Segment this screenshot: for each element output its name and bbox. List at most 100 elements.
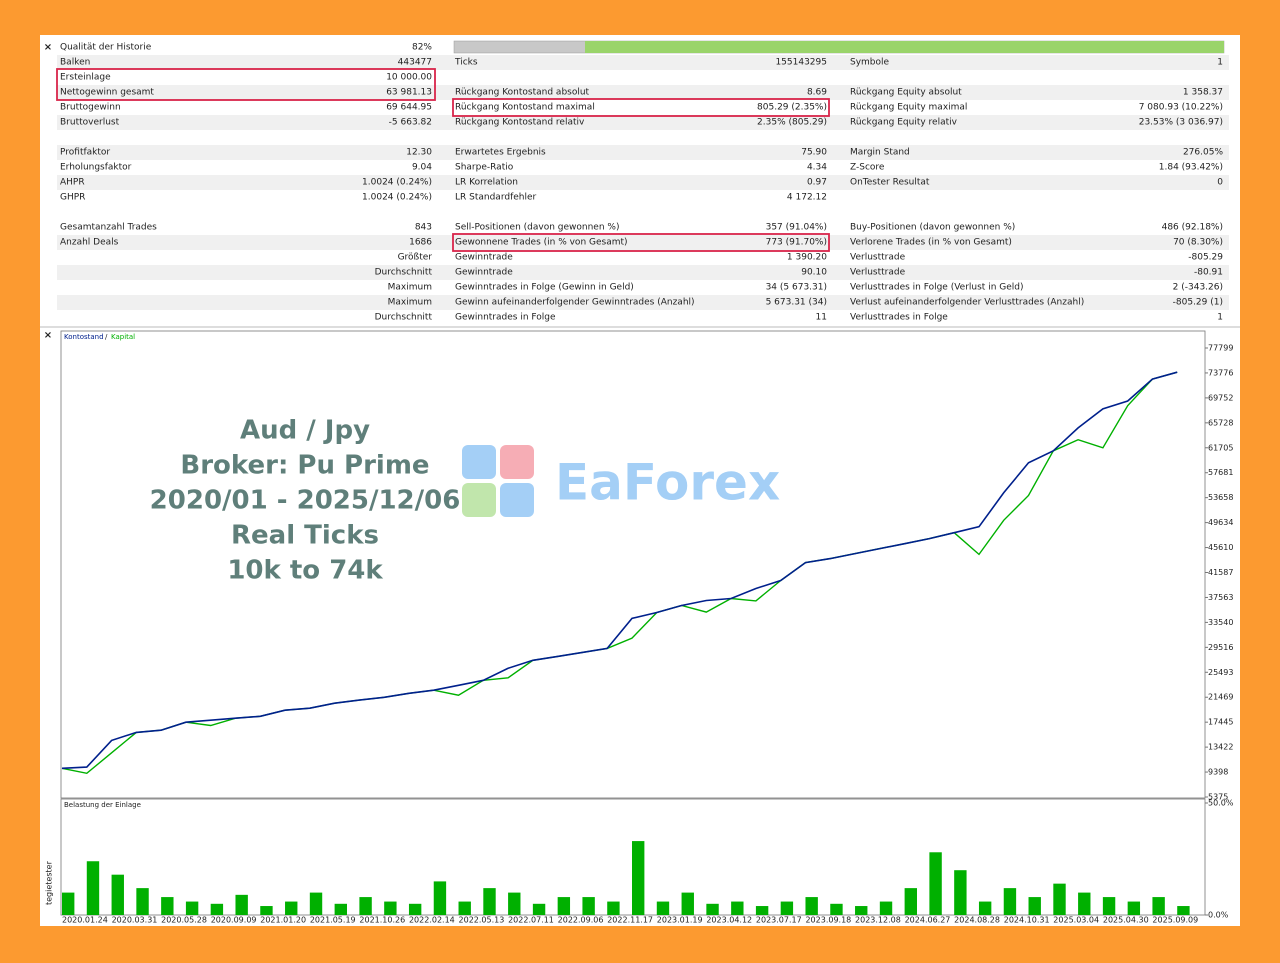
overlay-text: 2020/01 - 2025/12/06: [150, 486, 461, 516]
stat-label: Gewonnene Trades (in % von Gesamt): [455, 238, 628, 248]
row-shade: [57, 235, 1229, 250]
bar: [235, 894, 248, 915]
y-tick-label: 77799: [1208, 344, 1233, 353]
bar: [830, 903, 843, 915]
stat-label: Nettogewinn gesamt: [60, 88, 154, 98]
bar: [532, 903, 546, 915]
overlay-text: 10k to 74k: [227, 556, 383, 586]
stat-value: 69 644.95: [386, 103, 432, 113]
stat-label: Sharpe-Ratio: [455, 163, 514, 173]
stat-value: 75.90: [801, 148, 827, 158]
bar: [136, 888, 149, 915]
y-tick-label: 25493: [1208, 668, 1233, 677]
bar: [433, 881, 447, 915]
overlay-text: Aud / Jpy: [240, 416, 370, 446]
bar: [210, 903, 224, 915]
stat-value: 12.30: [406, 148, 432, 158]
bar: [285, 901, 298, 915]
stat-value: 70 (8.30%): [1173, 238, 1223, 248]
stat-value: 276.05%: [1183, 148, 1223, 158]
highlight-box: [452, 233, 830, 252]
y-tick-label: 5375: [1208, 793, 1228, 802]
bar: [161, 897, 174, 915]
stat-value: -80.91: [1194, 268, 1223, 278]
row-shade: [57, 265, 1229, 280]
y-tick-label: 17445: [1208, 718, 1233, 727]
stat-label: Rückgang Kontostand maximal: [455, 103, 595, 113]
x-tick-label: 2022.07.11: [508, 916, 554, 925]
bar: [1028, 897, 1041, 915]
legend-separator: /: [105, 333, 108, 341]
stat-label: Rückgang Kontostand absolut: [455, 88, 590, 98]
bar: [334, 903, 347, 915]
stat-value: 34 (5 673.31): [766, 283, 827, 293]
legend-entry: Kontostand: [64, 333, 104, 341]
y-tick-label: 37563: [1208, 593, 1233, 602]
stat-label: LR Korrelation: [455, 178, 518, 188]
stat-value: 2.35% (805.29): [757, 118, 827, 128]
overlay-text: Real Ticks: [231, 521, 379, 551]
bar: [731, 901, 744, 915]
x-tick-label: 2024.10.31: [1004, 916, 1050, 925]
bar: [111, 874, 124, 915]
bar: [1152, 897, 1165, 915]
stat-value: 443477: [398, 58, 432, 68]
stat-value: 8.69: [807, 88, 827, 98]
stat-value: -805.29: [1188, 253, 1223, 263]
stat-value: -805.29 (1): [1173, 298, 1223, 308]
bar: [805, 897, 818, 915]
stat-caption: Maximum: [388, 283, 432, 293]
y-tick-label: 0.0%: [1208, 911, 1229, 920]
stat-value: 2 (-343.26): [1173, 283, 1223, 293]
y-tick-label: 13422: [1208, 743, 1233, 752]
close-button[interactable]: ×: [44, 42, 52, 53]
bar: [632, 841, 645, 915]
stat-value: 805.29 (2.35%): [757, 103, 827, 113]
stat-label: Rückgang Equity absolut: [850, 88, 962, 98]
x-tick-label: 2022.05.13: [459, 916, 505, 925]
series-line: [61, 371, 1178, 770]
stat-value: 1 358.37: [1183, 88, 1223, 98]
stat-value: 357 (91.04%): [766, 223, 827, 233]
x-tick-label: 2021.05.19: [310, 916, 356, 925]
close-button[interactable]: ×: [44, 330, 52, 341]
x-tick-label: 2023.12.08: [855, 916, 901, 925]
stat-value: 0: [1217, 178, 1223, 188]
stat-label: Z-Score: [850, 163, 885, 173]
legend-entry: Kapital: [111, 333, 135, 341]
logo-text: EaForex: [555, 454, 780, 512]
stat-label: AHPR: [60, 178, 85, 188]
stat-label: Gewinntrades in Folge (Gewinn in Geld): [455, 283, 634, 293]
bar: [508, 892, 521, 915]
stat-label: Erholungsfaktor: [60, 163, 132, 173]
stat-label: Bruttogewinn: [60, 103, 121, 113]
stat-value: 11: [816, 313, 827, 323]
row-shade: [57, 55, 1229, 70]
x-tick-label: 2023.09.18: [805, 916, 851, 925]
stat-value: 1 390.20: [787, 253, 827, 263]
bar: [1177, 906, 1190, 915]
row-shade: [57, 115, 1229, 130]
logo-icon: [462, 445, 496, 479]
y-tick-label: 61705: [1208, 443, 1233, 452]
row-shade: [57, 175, 1229, 190]
x-tick-label: 2022.09.06: [558, 916, 604, 925]
bar: [1053, 883, 1066, 915]
panel-tab[interactable]: tegietester: [45, 860, 54, 905]
bar: [384, 901, 397, 915]
y-tick-label: 29516: [1208, 643, 1233, 652]
bar: [855, 906, 868, 915]
bar: [706, 903, 719, 915]
bar: [929, 852, 942, 915]
stat-value: 4 172.12: [787, 193, 827, 203]
row-shade: [57, 85, 1229, 100]
highlight-box: [452, 98, 830, 117]
y-tick-label: 69752: [1208, 393, 1233, 402]
stat-label: Verlusttrades in Folge (Verlust in Geld): [850, 283, 1024, 293]
stat-label: Margin Stand: [850, 148, 910, 158]
stat-label: Erwartetes Ergebnis: [455, 148, 546, 158]
stat-label: Profitfaktor: [60, 148, 110, 158]
stat-value: 63 981.13: [386, 88, 432, 98]
bar: [607, 901, 620, 915]
